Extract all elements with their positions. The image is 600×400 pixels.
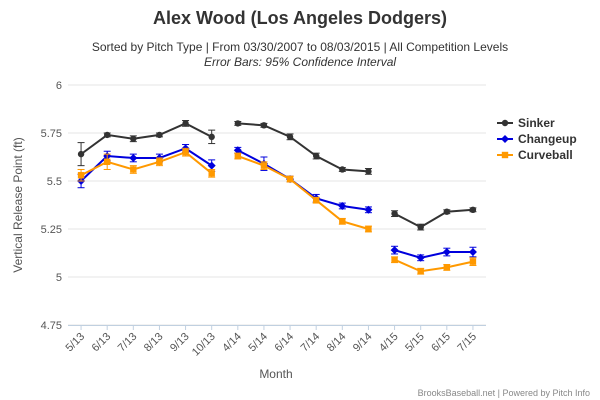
y-tick-label: 4.75 <box>41 320 62 332</box>
sinker-point <box>417 223 424 231</box>
x-tick-label: 4/14 <box>220 331 244 355</box>
x-tick-label: 6/15 <box>429 331 453 355</box>
changeup-point <box>233 146 242 155</box>
curveball-point <box>234 152 242 160</box>
changeup-point <box>416 253 425 262</box>
series-group <box>77 120 477 275</box>
legend-item-curveball: Curveball <box>497 148 573 162</box>
curveball-point <box>182 149 189 156</box>
legend-changeup-marker <box>501 135 509 143</box>
changeup-line <box>80 147 213 182</box>
sinker-line <box>80 122 213 155</box>
x-tick-label: 6/13 <box>90 331 114 355</box>
sinker-point <box>234 120 242 127</box>
x-tick-label: 9/14 <box>351 331 375 355</box>
curveball-point <box>260 162 268 169</box>
gridlines <box>68 84 486 326</box>
legend-curveball-marker <box>501 151 509 159</box>
sinker-point <box>312 152 320 160</box>
changeup-line <box>394 249 473 259</box>
legend-curveball-label: Curveball <box>518 148 573 162</box>
sinker-point <box>469 206 477 213</box>
legend-changeup-label: Changeup <box>518 132 577 146</box>
legend-item-changeup: Changeup <box>497 132 577 146</box>
x-tick-label: 10/13 <box>190 331 218 359</box>
curveball-point <box>208 170 215 177</box>
x-tick-label: 7/14 <box>299 331 323 355</box>
curveball-point <box>469 258 477 265</box>
curveball-point <box>286 175 294 183</box>
credit-text: BrooksBaseball.net | Powered by Pitch In… <box>418 388 590 398</box>
x-tick-label: 7/15 <box>455 331 479 355</box>
y-tick-label: 5 <box>56 272 62 284</box>
y-tick-label: 5.5 <box>47 176 62 188</box>
changeup-point <box>207 161 216 170</box>
y-tick-label: 6 <box>56 80 62 92</box>
sinker-point <box>391 210 398 217</box>
curveball-point <box>339 218 346 225</box>
y-axis: 4.75 5 5.25 5.5 5.75 6 <box>41 80 62 332</box>
curveball-line <box>80 151 213 177</box>
chart-title: Alex Wood (Los Angeles Dodgers) <box>153 8 447 28</box>
sinker-point <box>339 166 346 173</box>
changeup-point <box>338 201 347 210</box>
y-axis-title: Vertical Release Point (ft) <box>11 137 25 272</box>
curveball-point <box>156 158 163 165</box>
sinker-point <box>443 208 451 215</box>
x-tick-label: 8/14 <box>325 331 349 355</box>
x-tick-label: 9/13 <box>168 331 192 355</box>
x-tick-label: 5/15 <box>403 331 427 355</box>
chart-subtitle-error-bars: Error Bars: 95% Confidence Interval <box>204 55 396 69</box>
changeup-line <box>237 149 369 211</box>
curveball-line <box>394 258 474 273</box>
y-tick-label: 5.25 <box>41 224 62 236</box>
curveball-point <box>443 264 451 271</box>
y-tick-label: 5.75 <box>41 128 62 140</box>
sinker-point <box>286 133 294 141</box>
sinker-point <box>365 168 372 175</box>
sinker-line <box>394 208 474 229</box>
curveball-point <box>391 256 398 263</box>
legend-item-sinker: Sinker <box>497 116 555 130</box>
series-curveball <box>77 147 477 275</box>
changeup-point <box>468 248 477 257</box>
sinker-line <box>237 122 369 173</box>
chart-subtitle: Sorted by Pitch Type | From 03/30/2007 t… <box>92 40 508 54</box>
changeup-point <box>442 248 451 257</box>
changeup-point <box>364 205 373 214</box>
sinker-point <box>156 131 163 139</box>
changeup-point <box>129 153 138 162</box>
curveball-point <box>365 225 372 233</box>
legend-sinker-label: Sinker <box>518 116 555 130</box>
x-tick-label: 4/15 <box>377 331 401 355</box>
curveball-point <box>77 172 85 179</box>
curveball-point <box>312 197 320 204</box>
x-tick-label: 5/14 <box>246 331 270 355</box>
x-tick-label: 6/14 <box>273 331 297 355</box>
sinker-point <box>260 122 268 129</box>
legend-sinker-marker <box>501 119 509 127</box>
sinker-point <box>208 133 215 141</box>
curveball-point <box>417 268 424 275</box>
legend: Sinker Changeup Curveball <box>497 116 577 162</box>
series-changeup <box>77 144 477 262</box>
x-tick-label: 5/13 <box>64 331 88 355</box>
sinker-point <box>77 150 85 158</box>
changeup-point <box>390 246 399 255</box>
x-tick-label: 8/13 <box>142 331 166 355</box>
sinker-point <box>130 135 137 142</box>
x-axis-title: Month <box>259 367 292 381</box>
curveball-point <box>130 166 137 173</box>
x-tick-label: 7/13 <box>116 331 140 355</box>
series-sinker <box>77 120 477 231</box>
sinker-point <box>103 131 111 139</box>
curveball-point <box>103 158 111 165</box>
sinker-point <box>182 120 189 127</box>
curveball-line <box>237 155 369 230</box>
